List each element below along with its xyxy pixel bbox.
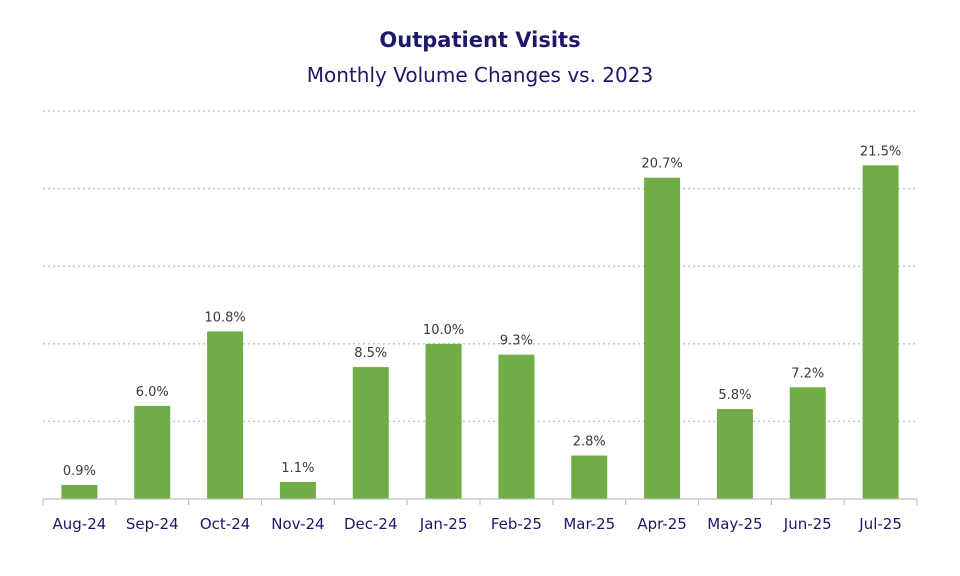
x-tick-label: Jun-25 xyxy=(783,515,832,533)
data-label: 0.9% xyxy=(63,464,96,479)
bar xyxy=(279,481,316,499)
bar xyxy=(644,177,681,499)
bars xyxy=(61,165,899,499)
x-tick-label: Sep-24 xyxy=(126,515,179,533)
bar xyxy=(571,455,608,499)
data-label: 9.3% xyxy=(500,334,533,349)
chart-subtitle: Monthly Volume Changes vs. 2023 xyxy=(306,63,654,87)
data-labels: 0.9% 6.0% 10.8% 1.1% 8.5% 10.0% 9.3% 2.8% 20.7% 5… xyxy=(63,144,901,479)
x-tick-label: Dec-24 xyxy=(344,515,398,533)
data-label: 21.5% xyxy=(860,144,901,159)
data-label: 10.8% xyxy=(204,310,245,325)
bar xyxy=(134,405,171,499)
bar xyxy=(789,387,826,499)
bar xyxy=(498,354,535,499)
chart-title: Outpatient Visits xyxy=(379,28,581,52)
gridlines xyxy=(43,110,917,423)
data-label: 5.8% xyxy=(718,388,751,403)
x-tick-label: Jan-25 xyxy=(419,515,468,533)
bar xyxy=(862,165,899,499)
data-label: 8.5% xyxy=(354,346,387,361)
x-tick-label: Aug-24 xyxy=(53,515,107,533)
data-label: 10.0% xyxy=(423,323,464,338)
bar xyxy=(352,367,389,499)
x-axis: Aug-24 Sep-24 Oct-24 Nov-24 Dec-24 Jan-25 Feb-… xyxy=(42,498,918,533)
data-label: 1.1% xyxy=(281,461,314,476)
x-tick-label: Apr-25 xyxy=(637,515,687,533)
x-tick-label: Jul-25 xyxy=(858,515,902,533)
bar xyxy=(61,485,98,499)
bar xyxy=(716,408,753,499)
x-tick-label: May-25 xyxy=(707,515,762,533)
x-tick-label: Feb-25 xyxy=(491,515,542,533)
data-label: 6.0% xyxy=(136,385,169,400)
data-label: 2.8% xyxy=(573,435,606,450)
data-label: 20.7% xyxy=(641,157,682,172)
x-tick-label: Mar-25 xyxy=(563,515,615,533)
bar xyxy=(207,331,244,499)
bar xyxy=(425,343,462,499)
data-label: 7.2% xyxy=(791,366,824,381)
x-tick-label: Nov-24 xyxy=(271,515,324,533)
x-tick-label: Oct-24 xyxy=(200,515,250,533)
